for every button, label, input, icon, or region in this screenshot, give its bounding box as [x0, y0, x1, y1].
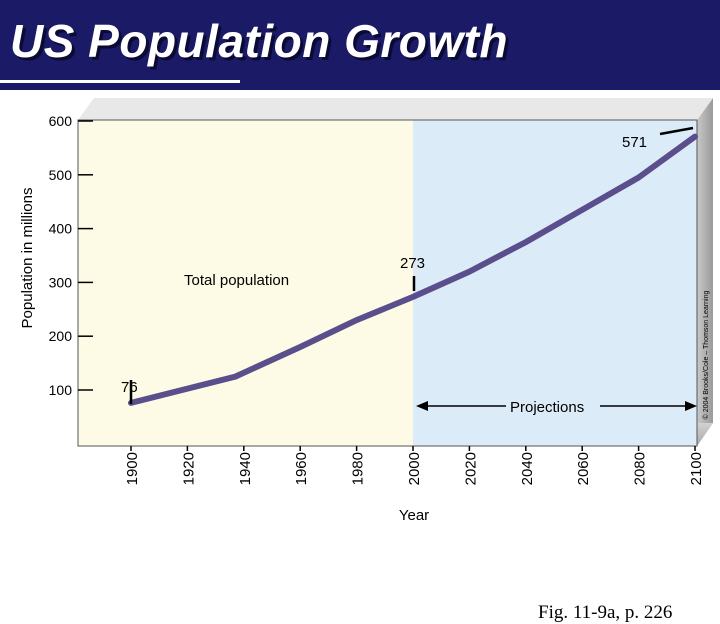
historical-region: [78, 120, 413, 446]
page-title: US Population Growth: [10, 15, 509, 67]
x-tick-label: 1960: [293, 452, 310, 485]
end-value-leader: [659, 126, 694, 136]
total-population-line: [128, 133, 698, 406]
x-axis-label: Year: [399, 507, 429, 524]
series-label: Total population: [184, 272, 289, 289]
x-tick-label: 2000: [406, 452, 423, 485]
figure-caption: Fig. 11-9a, p. 226: [538, 602, 673, 623]
x-tick-label: 1980: [350, 452, 367, 485]
x-axis-ticks: 1900 1920 1940 1960 1980 2000 2020 2040 2060 2080…: [124, 446, 705, 485]
x-tick-label: 2060: [575, 452, 592, 485]
start-value-label: 76: [121, 379, 138, 396]
population-chart: 100 200 300 400 500 600 1900 1920 1940 1960 1980 2…: [19, 98, 713, 524]
projections-arrow-left-head: [416, 401, 428, 411]
y-tick-label: 400: [49, 221, 73, 237]
title-underline: [0, 80, 240, 83]
x-tick-label: 1940: [237, 452, 254, 485]
y-tick-label: 300: [49, 274, 73, 290]
y-tick-label: 100: [49, 382, 73, 398]
projections-arrow-right-head: [685, 401, 697, 411]
x-tick-label: 1900: [124, 452, 141, 485]
title-band: US Population Growth: [0, 0, 720, 90]
x-tick-label: 2040: [519, 452, 536, 485]
y-axis-ticks: 100 200 300 400 500 600: [49, 113, 93, 398]
y-tick-label: 600: [49, 113, 73, 129]
frame-top-side: [78, 98, 713, 120]
end-value-label: 571: [622, 134, 647, 151]
slide-content: 100 200 300 400 500 600 1900 1920 1940 1960 1980 2…: [0, 90, 720, 623]
y-tick-label: 200: [49, 328, 73, 344]
x-tick-label: 2100: [688, 452, 705, 485]
projections-label-bg: [506, 396, 600, 416]
x-tick-label: 2020: [462, 452, 479, 485]
y-tick-label: 500: [49, 167, 73, 183]
x-tick-label: 1920: [180, 452, 197, 485]
x-tick-label: 2080: [632, 452, 649, 485]
mid-value-label: 273: [400, 255, 425, 272]
projection-region: [413, 120, 697, 446]
copyright-credit: © 2004 Brooks/Cole – Thomson Learning: [702, 291, 710, 420]
projections-label: Projections: [510, 399, 584, 416]
y-axis-label: Population in millions: [19, 188, 36, 329]
frame-right-side: [697, 98, 713, 446]
